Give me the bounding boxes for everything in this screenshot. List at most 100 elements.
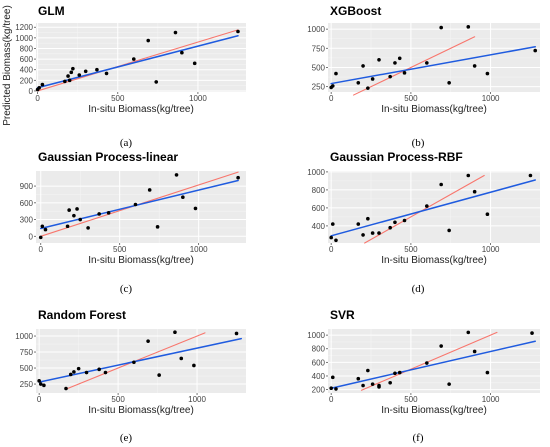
data-point [147, 188, 152, 192]
chart-title: GLM [38, 4, 65, 18]
x-tick-label: 0 [329, 94, 334, 103]
data-point [370, 231, 375, 235]
x-axis-label: In-situ Biomass(kg/tree) [381, 104, 487, 115]
data-point [181, 195, 185, 200]
x-tick-label: 500 [111, 94, 125, 103]
data-point [104, 71, 109, 76]
data-point [97, 212, 101, 216]
x-tick-label: 1000 [482, 94, 500, 103]
data-point [447, 228, 451, 233]
data-point [103, 370, 108, 375]
y-tick-label: 900 [20, 182, 34, 191]
data-point [72, 213, 76, 218]
data-point [234, 331, 239, 336]
plot-background [36, 329, 246, 393]
data-point [155, 225, 160, 229]
y-tick-label: 200 [20, 76, 34, 85]
data-point [439, 344, 443, 348]
data-point [533, 48, 538, 53]
regression-line-blue [38, 337, 243, 383]
data-point [447, 382, 451, 386]
regression-line-blue [36, 34, 239, 89]
data-point [76, 366, 81, 371]
data-point [38, 235, 43, 240]
data-point [356, 81, 361, 85]
x-axis-label: In-situ Biomass(kg/tree) [381, 255, 487, 266]
data-point [366, 368, 370, 373]
data-point [86, 226, 90, 230]
panel-caption: (c) [120, 283, 133, 295]
y-tick-label: 200 [312, 386, 326, 395]
data-point [43, 227, 48, 232]
data-point [356, 222, 361, 226]
y-tick-label: 800 [312, 186, 326, 195]
chart-title: Gaussian Process-linear [38, 150, 178, 164]
panel-caption: (e) [120, 432, 133, 444]
data-point [528, 173, 533, 178]
chart-title: Gaussian Process-RBF [330, 150, 463, 164]
x-tick-label: 1000 [188, 395, 206, 404]
data-point [174, 173, 179, 177]
data-point [146, 339, 150, 343]
chart-panel-a: 0 500 1000020040060080010001200GLMIn-situ … [2, 4, 246, 149]
y-tick-label: 0 [29, 87, 34, 96]
data-point [366, 86, 370, 90]
data-point [377, 231, 381, 235]
data-point [154, 80, 159, 84]
data-point [466, 173, 471, 178]
data-point [106, 211, 111, 215]
x-tick-label: 1000 [189, 94, 207, 103]
data-point [447, 81, 451, 85]
data-point [236, 175, 240, 180]
data-point [330, 84, 335, 88]
x-tick-label: 0 [39, 245, 44, 254]
data-point [75, 207, 79, 211]
data-point [334, 387, 338, 391]
data-point [334, 71, 338, 76]
data-point [439, 25, 443, 30]
y-tick-label: 400 [20, 66, 34, 75]
data-point [393, 61, 397, 65]
data-point [366, 216, 370, 221]
data-point [72, 370, 76, 374]
data-point [472, 64, 477, 68]
y-tick-label: 250 [312, 83, 326, 92]
data-point [361, 383, 365, 388]
regression-line-blue [330, 340, 536, 389]
y-tick-label: 1000 [15, 34, 33, 43]
data-point [397, 56, 402, 61]
y-tick-label: 1000 [15, 332, 33, 341]
y-tick-label: 500 [20, 364, 34, 373]
regression-line-blue [39, 179, 239, 230]
data-point [131, 57, 136, 61]
data-point [40, 224, 45, 229]
y-tick-label: 750 [312, 44, 326, 53]
data-point [64, 386, 68, 391]
reference-line-red [364, 174, 485, 244]
data-point [356, 376, 361, 381]
chart-panel-d: 0 500 1000 400 600 800 1000 Gaussian Process-RB… [307, 150, 540, 295]
data-point [95, 67, 99, 72]
data-point [361, 64, 365, 68]
data-point [192, 363, 196, 368]
data-point [157, 373, 161, 377]
chart-title: SVR [330, 308, 355, 322]
data-point [329, 386, 333, 391]
data-point [402, 218, 407, 223]
y-tick-label: 1000 [307, 331, 325, 340]
data-point [67, 208, 71, 212]
data-point [77, 73, 82, 77]
x-tick-label: 1000 [482, 245, 500, 254]
data-point [65, 224, 70, 229]
y-tick-label: 500 [312, 63, 326, 72]
x-tick-label: 1000 [482, 395, 500, 404]
plot-background [36, 171, 246, 243]
data-point [377, 58, 381, 62]
data-point [68, 372, 73, 377]
x-tick-label: 0 [329, 395, 334, 404]
data-point [38, 382, 43, 386]
data-point [71, 66, 75, 71]
data-point [133, 202, 138, 207]
y-tick-label: 400 [312, 222, 326, 231]
